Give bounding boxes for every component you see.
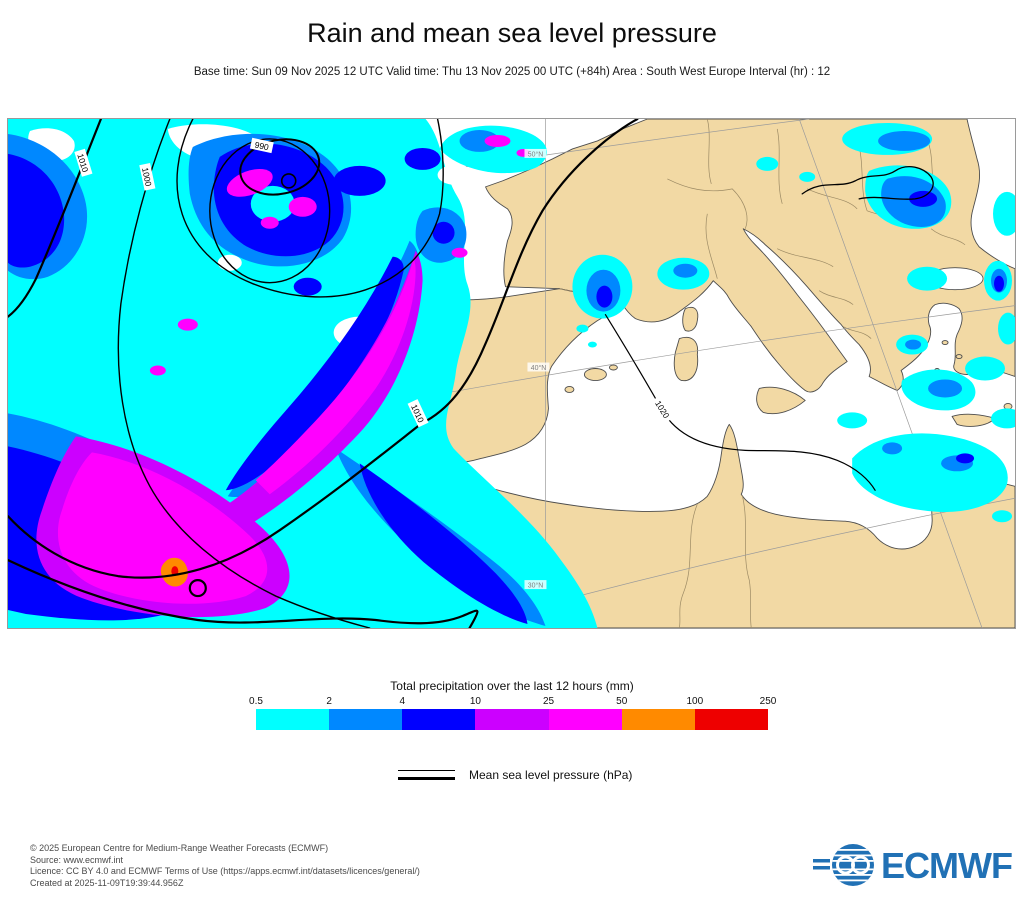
colorbar-tick: 50	[616, 696, 628, 707]
isobar-label: 990	[254, 140, 270, 153]
grid-label-40n: 40°N	[531, 364, 547, 372]
aegean-island	[941, 340, 949, 346]
precip-colorbar	[256, 709, 768, 730]
footer-attribution: © 2025 European Centre for Medium-Range …	[30, 843, 420, 889]
copyright-line: © 2025 European Centre for Medium-Range …	[30, 843, 329, 853]
colorbar-block	[548, 709, 622, 730]
created-line: Created at 2025-11-09T19:39:44.956Z	[30, 877, 184, 888]
precip-red-max	[171, 566, 179, 577]
colorbar-tick: 2	[326, 696, 332, 707]
isobar-line-symbol	[398, 770, 455, 780]
colorbar-block	[402, 709, 476, 730]
isobar-layer	[8, 119, 934, 628]
grid-label-50n: 50°N	[528, 150, 544, 158]
colorbar-block	[475, 709, 549, 730]
map-panel: 1010 1000 990 1010 1020	[7, 118, 1016, 629]
island-ibiza	[564, 386, 575, 393]
island-sardinia	[673, 336, 699, 382]
ecmwf-logo-text: ECMWF	[881, 845, 1012, 886]
colorbar-tick: 4	[399, 696, 406, 707]
colorbar-tick: 100	[686, 696, 704, 707]
source-line: Source: www.ecmwf.int	[30, 854, 124, 865]
colorbar-block	[329, 709, 403, 730]
pressure-legend: Mean sea level pressure (hPa)	[398, 762, 632, 788]
licence-line: Licence: CC BY 4.0 and ECMWF Terms of Us…	[30, 866, 420, 876]
island-sicily	[756, 386, 806, 415]
island-menorca	[608, 364, 618, 371]
precip-low-core-gap	[250, 185, 295, 222]
colorbar-block	[256, 709, 330, 730]
colorbar-title: Total precipitation over the last 12 hou…	[390, 679, 634, 693]
graticule-labels: 50°N 40°N 30°N	[524, 148, 550, 590]
aegean-island	[955, 354, 963, 359]
chart-subtitle: Base time: Sun 09 Nov 2025 12 UTC Valid …	[193, 66, 831, 78]
weather-map: 1010 1000 990 1010 1020	[8, 119, 1015, 628]
island-mallorca	[583, 368, 607, 381]
colorbar-tick: 10	[469, 696, 481, 707]
colorbar-block	[694, 709, 768, 730]
page-title: Rain and mean sea level pressure	[307, 18, 717, 48]
grid-label-30n: 30°N	[528, 582, 544, 590]
pressure-legend-label: Mean sea level pressure (hPa)	[469, 768, 633, 782]
colorbar-tick: 25	[543, 696, 555, 707]
precipitation-layer	[8, 119, 1015, 628]
island-corsica	[682, 306, 699, 332]
isobar-label: 1000	[140, 167, 154, 188]
colorbar-tick: 0.5	[249, 696, 263, 707]
colorbar-block	[621, 709, 695, 730]
ecmwf-logo: ECMWF	[813, 843, 1013, 889]
precip-ticks: 0.5 2 4 10 25 50 100 250	[249, 696, 776, 708]
ecmwf-logo-graphic: ECMWF	[813, 844, 1013, 886]
ecmwf-logo-mark	[813, 844, 874, 886]
colorbar-tick: 250	[759, 696, 777, 707]
